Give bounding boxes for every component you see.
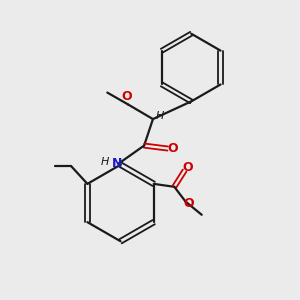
Text: N: N (112, 157, 122, 170)
Text: H: H (155, 111, 164, 121)
Text: H: H (101, 157, 109, 167)
Text: O: O (182, 160, 193, 174)
Text: O: O (183, 197, 194, 210)
Text: O: O (121, 90, 132, 103)
Text: O: O (168, 142, 178, 155)
